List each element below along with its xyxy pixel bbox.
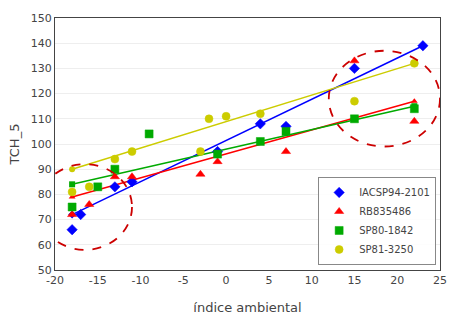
svg-text:IACSP94-2101: IACSP94-2101 bbox=[359, 187, 430, 198]
svg-text:SP80-1842: SP80-1842 bbox=[359, 225, 413, 236]
svg-text:TCH_5: TCH_5 bbox=[7, 124, 22, 166]
svg-text:130: 130 bbox=[31, 62, 52, 75]
svg-text:80: 80 bbox=[38, 188, 52, 201]
svg-text:-15: -15 bbox=[89, 274, 107, 287]
svg-text:90: 90 bbox=[38, 163, 52, 176]
svg-text:120: 120 bbox=[31, 87, 52, 100]
svg-text:5: 5 bbox=[265, 274, 272, 287]
svg-text:50: 50 bbox=[38, 264, 52, 277]
svg-text:-20: -20 bbox=[46, 274, 64, 287]
svg-text:RB835486: RB835486 bbox=[359, 206, 411, 217]
svg-text:20: 20 bbox=[390, 274, 404, 287]
svg-text:70: 70 bbox=[38, 213, 52, 226]
svg-text:SP81-3250: SP81-3250 bbox=[359, 244, 413, 255]
svg-text:110: 110 bbox=[31, 113, 52, 126]
svg-text:-10: -10 bbox=[132, 274, 150, 287]
svg-text:60: 60 bbox=[38, 239, 52, 252]
svg-text:25: 25 bbox=[433, 274, 447, 287]
svg-text:-5: -5 bbox=[178, 274, 189, 287]
svg-text:150: 150 bbox=[31, 12, 52, 25]
svg-text:índice ambiental: índice ambiental bbox=[193, 300, 301, 315]
svg-text:0: 0 bbox=[223, 274, 230, 287]
svg-text:10: 10 bbox=[305, 274, 319, 287]
svg-text:100: 100 bbox=[31, 138, 52, 151]
svg-text:140: 140 bbox=[31, 37, 52, 50]
svg-text:15: 15 bbox=[347, 274, 361, 287]
